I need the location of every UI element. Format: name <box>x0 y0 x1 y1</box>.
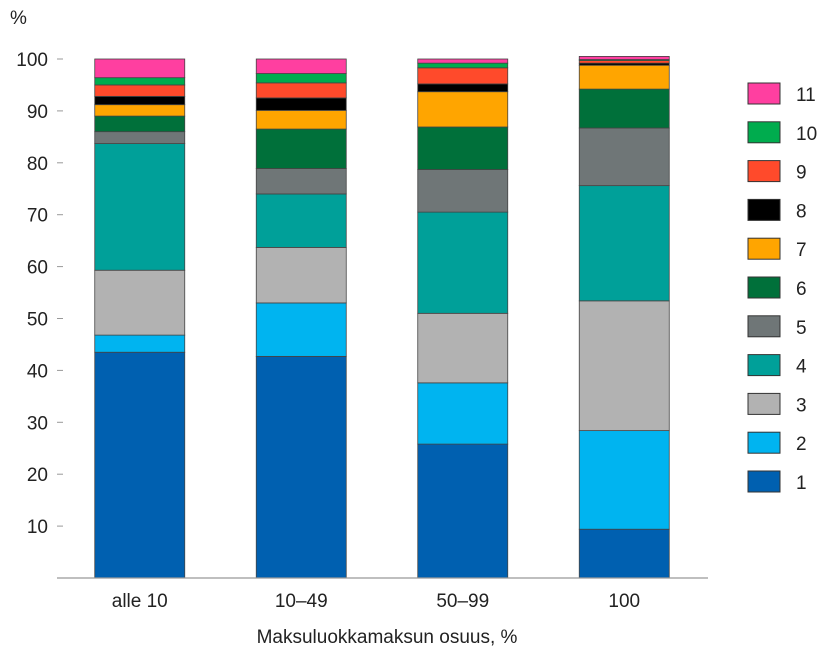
bar-segment-7 <box>578 64 670 90</box>
bar-stack <box>255 58 347 579</box>
legend-swatch <box>747 237 781 260</box>
bar-segment-1 <box>578 528 670 579</box>
x-axis: alle 10 10–49 50–99 100 <box>57 577 708 612</box>
legend-item: 2 <box>747 431 807 455</box>
bar-segment-4 <box>417 211 509 314</box>
bar-segment-2 <box>417 382 509 445</box>
legend-item: 5 <box>747 315 807 339</box>
legend-swatch <box>747 470 781 493</box>
bar-segment-9 <box>255 82 347 99</box>
bar-segment-4 <box>578 185 670 302</box>
bar-segment-5 <box>578 127 670 187</box>
legend-swatch <box>747 276 781 299</box>
legend-label: 7 <box>796 240 807 261</box>
bar-segment-10 <box>255 73 347 84</box>
bar-segment-7 <box>94 104 186 117</box>
bar-segment-6 <box>255 128 347 169</box>
legend-label: 3 <box>796 395 807 416</box>
legend-label: 5 <box>796 318 807 339</box>
legend-item: 3 <box>747 392 807 416</box>
bar-segment-2 <box>94 334 186 353</box>
legend-item: 4 <box>747 354 807 378</box>
legend-label: 10 <box>796 124 817 145</box>
legend-item: 7 <box>747 237 807 261</box>
bar-segment-4 <box>94 143 186 271</box>
x-axis-title: Maksuluokkamaksun osuus, % <box>257 627 518 648</box>
bar-segment-2 <box>255 302 347 357</box>
legend-swatch <box>747 392 781 415</box>
legend-label: 6 <box>796 279 807 300</box>
bar-segment-11 <box>578 56 670 60</box>
legend-label: 2 <box>796 434 807 455</box>
legend: 11 10 9 8 7 6 5 4 3 2 1 <box>747 82 817 494</box>
bar-segment-8 <box>94 95 186 106</box>
bar-segment-6 <box>94 115 186 133</box>
bar-segment-6 <box>578 88 670 129</box>
legend-item: 6 <box>747 276 807 300</box>
bar-stack <box>94 58 186 579</box>
bar-segment-5 <box>94 131 186 144</box>
bar-segment-1 <box>417 443 509 579</box>
legend-swatch <box>747 354 781 377</box>
bar-segment-3 <box>578 300 670 432</box>
bar-segment-5 <box>417 169 509 213</box>
bar-segment-5 <box>255 168 347 195</box>
bar-stack <box>578 56 670 579</box>
y-tick-label: 40 <box>27 361 48 382</box>
legend-item: 9 <box>747 160 807 184</box>
y-tick-label: 90 <box>27 102 48 123</box>
legend-label: 8 <box>796 201 807 222</box>
legend-item: 8 <box>747 198 807 222</box>
y-tick-label: 50 <box>27 310 48 331</box>
legend-item: 1 <box>747 470 807 494</box>
bar-segment-3 <box>94 269 186 336</box>
legend-label: 9 <box>796 163 807 184</box>
y-tick-label: 80 <box>27 154 48 175</box>
bar-segment-1 <box>94 351 186 579</box>
x-category-label: 50–99 <box>436 591 489 612</box>
legend-item: 10 <box>747 121 817 145</box>
bar-segment-10 <box>417 62 509 69</box>
bar-segment-9 <box>417 67 509 85</box>
y-tick-label: 60 <box>27 258 48 279</box>
legend-label: 1 <box>796 473 807 494</box>
bar-segment-3 <box>417 312 509 384</box>
bar-segment-7 <box>255 109 347 130</box>
bar-segment-2 <box>578 430 670 530</box>
y-axis: 10 20 30 40 50 60 70 80 90 100 <box>16 50 63 579</box>
bar-segment-11 <box>417 58 509 64</box>
y-tick-label: 100 <box>16 50 48 71</box>
bar-segment-8 <box>255 97 347 111</box>
y-tick-label: 10 <box>27 517 48 538</box>
legend-label: 4 <box>796 357 807 378</box>
legend-item: 11 <box>747 82 816 106</box>
legend-swatch <box>747 82 781 105</box>
bar-segment-6 <box>417 126 509 170</box>
y-tick-label: 20 <box>27 465 48 486</box>
legend-swatch <box>747 315 781 338</box>
legend-swatch <box>747 431 781 454</box>
bar-segment-11 <box>255 58 347 74</box>
legend-swatch <box>747 160 781 183</box>
bar-segment-11 <box>94 58 186 79</box>
legend-swatch <box>747 198 781 221</box>
legend-label: 11 <box>796 85 816 106</box>
y-tick-label: 30 <box>27 413 48 434</box>
bars <box>94 56 670 579</box>
bar-segment-7 <box>417 91 509 128</box>
x-category-label: 100 <box>608 591 640 612</box>
x-category-label: 10–49 <box>275 591 328 612</box>
legend-swatch <box>747 121 781 144</box>
y-axis-unit-label: % <box>10 8 27 29</box>
bar-segment-4 <box>255 193 347 248</box>
bar-segment-10 <box>94 77 186 86</box>
bar-stack <box>417 58 509 579</box>
y-tick-label: 70 <box>27 206 48 227</box>
bar-segment-8 <box>417 83 509 93</box>
bar-segment-1 <box>255 355 347 579</box>
bar-segment-9 <box>94 84 186 97</box>
bar-segment-3 <box>255 246 347 304</box>
x-category-label: alle 10 <box>112 591 168 612</box>
